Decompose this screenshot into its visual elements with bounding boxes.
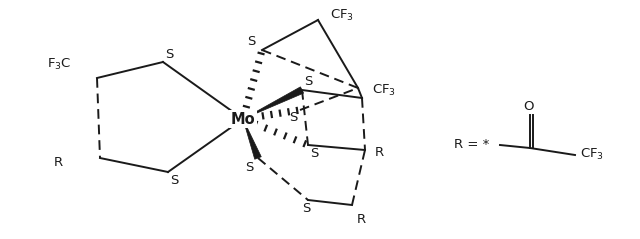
Text: R: R <box>357 213 366 226</box>
Polygon shape <box>243 87 303 119</box>
Text: S: S <box>289 111 297 124</box>
Polygon shape <box>243 119 261 159</box>
Text: S: S <box>304 75 312 88</box>
Text: S: S <box>302 202 310 215</box>
Text: O: O <box>524 99 534 113</box>
Text: $\mathregular{CF_3}$: $\mathregular{CF_3}$ <box>372 82 396 98</box>
Text: Mo: Mo <box>230 112 255 126</box>
Text: S: S <box>165 48 173 61</box>
Text: $\mathregular{F_3C}$: $\mathregular{F_3C}$ <box>47 56 71 71</box>
Text: R: R <box>375 146 384 158</box>
Text: R = *: R = * <box>454 138 490 152</box>
Text: $\mathregular{CF_3}$: $\mathregular{CF_3}$ <box>330 7 354 22</box>
Text: R: R <box>53 156 63 168</box>
Text: S: S <box>248 35 256 48</box>
Text: S: S <box>310 147 318 160</box>
Text: $\mathregular{CF_3}$: $\mathregular{CF_3}$ <box>580 147 604 162</box>
Text: S: S <box>244 161 253 174</box>
Text: S: S <box>170 174 179 187</box>
